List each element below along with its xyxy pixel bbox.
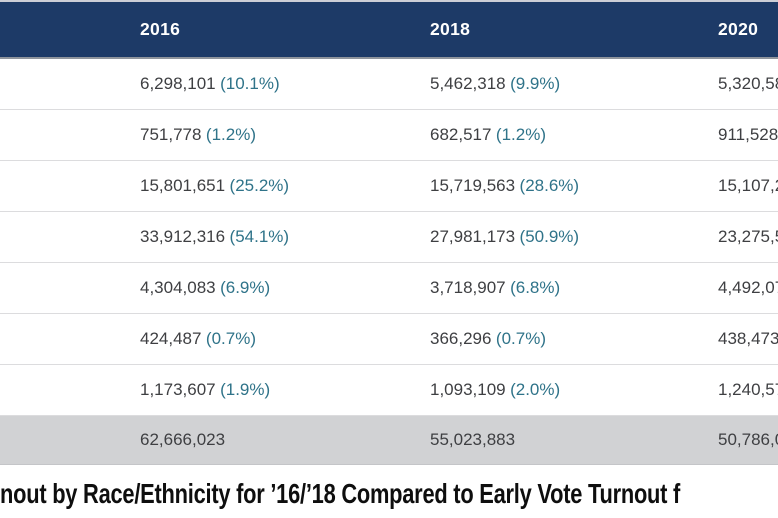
cell-2016: 424,487 (0.7%) [140,329,430,349]
vote-count: 4,304,083 [140,278,216,297]
cell-2020: 23,275,5 [718,227,778,247]
vote-count: 15,801,651 [140,176,226,195]
total-count: 55,023,883 [430,430,516,449]
cell-2020: 1,240,57 [718,380,778,400]
cell-2016: 4,304,083 (6.9%) [140,278,430,298]
vote-percent: (25.2%) [229,176,290,195]
vote-count: 438,473 [718,329,778,348]
vote-count: 1,093,109 [430,380,506,399]
table-header-row: 2016 2018 2020 [0,2,778,59]
cell-2016: 1,173,607 (1.9%) [140,380,430,400]
vote-percent: (50.9%) [519,227,580,246]
vote-count: 23,275,5 [718,227,778,246]
turnout-table: 2016 2018 2020 6,298,101 (10.1%) 5,462,3… [0,0,778,465]
vote-percent: (1.2%) [495,125,546,144]
vote-count: 4,492,07 [718,278,778,297]
vote-percent: (54.1%) [229,227,290,246]
vote-percent: (28.6%) [519,176,580,195]
vote-percent: (2.0%) [510,380,561,399]
cell-2018: 1,093,109 (2.0%) [430,380,718,400]
cell-2018: 3,718,907 (6.8%) [430,278,718,298]
total-count: 62,666,023 [140,430,226,449]
table-row: 751,778 (1.2%) 682,517 (1.2%) 911,528 [0,110,778,161]
total-count: 50,786,0 [718,430,778,449]
vote-percent: (0.7%) [495,329,546,348]
cell-2020: 5,320,58 [718,74,778,94]
table-row: 4,304,083 (6.9%) 3,718,907 (6.8%) 4,492,… [0,263,778,314]
cell-2020: 438,473 [718,329,778,349]
table-row: 6,298,101 (10.1%) 5,462,318 (9.9%) 5,320… [0,59,778,110]
vote-percent: (6.9%) [220,278,271,297]
vote-count: 27,981,173 [430,227,516,246]
total-row: 62,666,023 55,023,883 50,786,0 [0,416,778,465]
total-2018: 55,023,883 [430,430,718,450]
vote-count: 1,240,57 [718,380,778,399]
vote-count: 3,718,907 [430,278,506,297]
vote-count: 15,719,563 [430,176,516,195]
year-header-2018: 2018 [430,19,471,39]
table-row: 33,912,316 (54.1%) 27,981,173 (50.9%) 23… [0,212,778,263]
vote-count: 5,462,318 [430,74,506,93]
vote-count: 1,173,607 [140,380,216,399]
vote-count: 15,107,2 [718,176,778,195]
vote-percent: (10.1%) [220,74,280,93]
vote-count: 6,298,101 [140,74,216,93]
total-2020: 50,786,0 [718,430,778,450]
vote-percent: (9.9%) [510,74,561,93]
vote-percent: (1.2%) [205,125,256,144]
vote-percent: (0.7%) [205,329,256,348]
cell-2020: 4,492,07 [718,278,778,298]
total-2016: 62,666,023 [140,430,430,450]
vote-count: 751,778 [140,125,202,144]
cell-2016: 33,912,316 (54.1%) [140,227,430,247]
table-row: 424,487 (0.7%) 366,296 (0.7%) 438,473 [0,314,778,365]
vote-count: 424,487 [140,329,202,348]
cell-2018: 15,719,563 (28.6%) [430,176,718,196]
vote-count: 682,517 [430,125,492,144]
vote-percent: (1.9%) [220,380,271,399]
year-header-2020: 2020 [718,19,759,39]
year-header-2016: 2016 [140,19,181,39]
cell-2018: 5,462,318 (9.9%) [430,74,718,94]
vote-count: 366,296 [430,329,492,348]
vote-percent: (6.8%) [510,278,561,297]
vote-count: 911,528 [718,125,778,144]
table-row: 1,173,607 (1.9%) 1,093,109 (2.0%) 1,240,… [0,365,778,416]
cell-2016: 15,801,651 (25.2%) [140,176,430,196]
cell-2020: 911,528 [718,125,778,145]
cell-2016: 6,298,101 (10.1%) [140,74,430,94]
table-row: 15,801,651 (25.2%) 15,719,563 (28.6%) 15… [0,161,778,212]
vote-count: 5,320,58 [718,74,778,93]
cell-2018: 366,296 (0.7%) [430,329,718,349]
table-caption: nout by Race/Ethnicity for ’16/’18 Compa… [0,478,681,509]
vote-count: 33,912,316 [140,227,226,246]
cell-2016: 751,778 (1.2%) [140,125,430,145]
cell-2018: 682,517 (1.2%) [430,125,718,145]
cell-2018: 27,981,173 (50.9%) [430,227,718,247]
cell-2020: 15,107,2 [718,176,778,196]
